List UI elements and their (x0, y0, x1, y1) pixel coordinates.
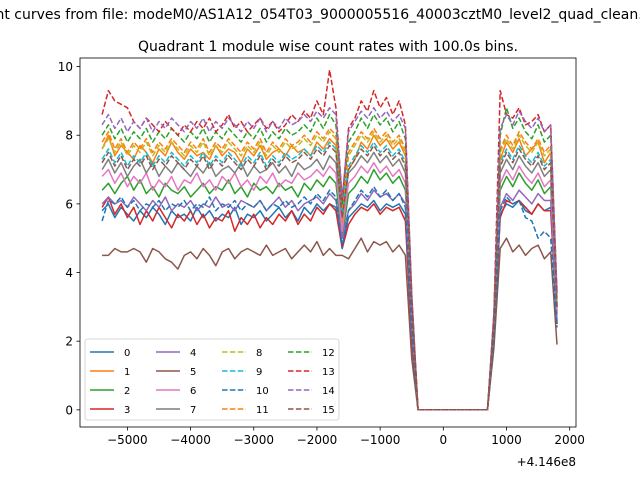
chart-title: Quadrant 1 module wise count rates with … (138, 39, 518, 55)
x-axis-offset-text: +4.146e8 (517, 455, 576, 469)
axes-frame (79, 57, 577, 428)
y-axis: 0 2 4 6 8 10 (58, 60, 80, 417)
x-tick-label: −1000 (360, 433, 401, 447)
legend-label-5: 5 (190, 367, 196, 378)
legend-label-1: 1 (124, 367, 130, 378)
x-tick-label: −3000 (233, 433, 274, 447)
x-tick-label: −4000 (170, 433, 211, 447)
x-tick-label: 1000 (491, 433, 522, 447)
x-tick-label: 0 (439, 433, 447, 447)
legend-label-2: 2 (124, 386, 130, 397)
legend-label-7: 7 (190, 405, 196, 416)
legend-label-3: 3 (124, 405, 130, 416)
series-line-10 (101, 185, 558, 411)
legend-label-11: 11 (256, 405, 269, 416)
plot-area (79, 57, 577, 428)
legend-box (84, 338, 340, 421)
series-line-13 (101, 69, 558, 411)
figure-suptitle: Light curves from file: modeM0/AS1A12_05… (0, 7, 640, 23)
legend-label-13: 13 (322, 367, 335, 378)
legend-label-4: 4 (190, 348, 196, 359)
x-tick-label: 2000 (554, 433, 585, 447)
x-tick-label: −2000 (297, 433, 338, 447)
legend-label-14: 14 (322, 386, 335, 397)
y-tick-label: 4 (65, 266, 73, 280)
series-line-15 (101, 144, 558, 411)
y-tick-label: 6 (65, 197, 73, 211)
legend-label-10: 10 (256, 386, 269, 397)
legend-label-9: 9 (256, 367, 262, 378)
x-axis: −5000 −4000 −3000 −2000 −1000 0 1000 2000 (107, 427, 585, 447)
legend-label-0: 0 (124, 348, 130, 359)
legend-label-8: 8 (256, 348, 262, 359)
y-tick-label: 8 (65, 129, 73, 143)
y-tick-label: 0 (65, 403, 73, 417)
y-tick-label: 2 (65, 335, 73, 349)
series-group (101, 69, 558, 411)
legend-label-15: 15 (322, 405, 335, 416)
x-tick-label: −5000 (107, 433, 148, 447)
y-tick-label: 10 (58, 60, 73, 74)
legend-label-12: 12 (322, 348, 335, 359)
legend-label-6: 6 (190, 386, 196, 397)
